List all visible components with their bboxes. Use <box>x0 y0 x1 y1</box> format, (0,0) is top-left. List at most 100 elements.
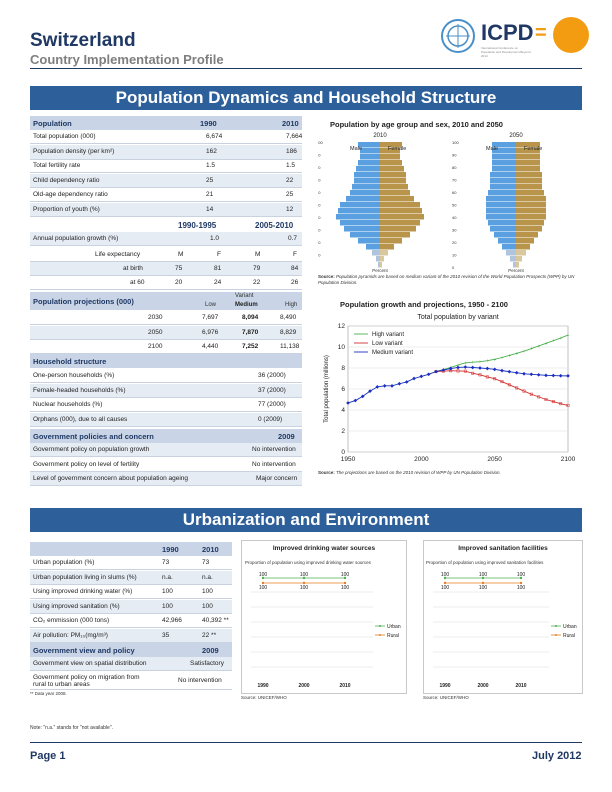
row-2010: 22 <box>286 176 294 184</box>
data-label: 100 <box>441 585 450 591</box>
data-label: 100 <box>259 585 268 591</box>
pyramid-female-bar <box>380 142 402 148</box>
projection-high: 8,490 <box>280 314 297 321</box>
sanitation-chart-box <box>423 540 583 694</box>
pyramid-male-bar <box>488 220 516 226</box>
data-year-footnote: ** Data year 2008. <box>30 691 67 696</box>
data-point <box>470 365 475 370</box>
projection-row: 2100 4,440 7,252 11,138 <box>30 340 302 354</box>
projection-high: 11,138 <box>280 343 300 350</box>
row-2010: 7,664 <box>286 133 303 140</box>
legend-label: Low variant <box>372 341 403 347</box>
pyramid-male-bar <box>506 250 516 256</box>
population-table: Population 1990 2010 Total population (0… <box>30 116 302 486</box>
household-label: One-person households (%) <box>33 372 115 379</box>
data-point <box>426 372 431 377</box>
data-point: + <box>464 361 467 367</box>
pyramid-female-bar <box>516 190 544 196</box>
urban-row: Using improved drinking water (%) 100 10… <box>30 585 232 599</box>
row-1990: 21 <box>206 191 214 198</box>
growth-inner-title: Total population by variant <box>417 314 498 321</box>
x-tick-label: 2000 <box>414 456 429 463</box>
pyramid-male-bar <box>354 172 380 178</box>
data-label: 100 <box>300 572 309 578</box>
data-point <box>566 403 570 407</box>
icpd-logo-equals: = <box>535 22 547 44</box>
household-row: Female-headed households (%) 37 (2000) <box>30 383 302 398</box>
sanitation-chart-subtitle: Proportion of population using improved … <box>426 560 544 565</box>
pyramid-xlabel: Percent <box>372 268 388 273</box>
growth-v2: 0.7 <box>288 235 298 242</box>
data-point <box>507 369 512 374</box>
population-header: Population <box>33 118 72 128</box>
life-m2: M <box>255 251 261 258</box>
pyramid-age-tick: 90 <box>452 153 457 158</box>
pyramid-male-bar <box>490 178 516 184</box>
birth-label: at birth <box>123 265 143 272</box>
page-subtitle: Country Implementation Profile <box>30 52 224 67</box>
x-tick-label: 1990 <box>439 683 450 689</box>
urban-header-1990: 1990 <box>162 544 179 554</box>
birth-c: 79 <box>253 265 261 272</box>
data-point: + <box>471 360 474 366</box>
x-tick-label: 2000 <box>298 683 309 689</box>
pyramid-female-bar <box>380 250 388 256</box>
data-point <box>261 576 265 580</box>
data-point: + <box>530 347 533 353</box>
period-1990-1995: 1990-1995 <box>178 220 217 230</box>
birth-b: 81 <box>214 265 222 272</box>
urban-2010: 100 <box>202 588 213 595</box>
data-label: 100 <box>300 585 309 591</box>
row-1990: 25 <box>206 176 214 184</box>
legend-label: Urban <box>563 624 577 630</box>
urban-1990: 100 <box>162 602 173 610</box>
footer-divider <box>30 742 582 743</box>
series-line <box>435 334 569 373</box>
pyramid-male-bar <box>338 208 380 214</box>
pyramid-female-bar <box>516 202 546 208</box>
pyramid-male-bar <box>378 262 380 268</box>
pyramid-female-bar <box>516 262 519 268</box>
legend-label: Medium variant <box>372 350 413 356</box>
age60-b: 24 <box>214 279 222 286</box>
projection-medium: 7,252 <box>242 343 259 350</box>
x-tick-label: 2050 <box>487 456 502 463</box>
urban-label: Urban population (%) <box>33 559 95 566</box>
pyramid-male-bar <box>336 214 380 220</box>
data-point <box>302 581 306 585</box>
projections-header: Population projections (000) <box>33 296 134 306</box>
data-point <box>529 392 533 396</box>
pyramid-male-bar <box>350 190 380 196</box>
data-point <box>544 398 548 401</box>
age60-d: 26 <box>291 279 299 286</box>
pyramid-female-bar <box>380 190 410 196</box>
urban-1990: 42,966 <box>162 617 182 624</box>
pyramid-age-tick: 30 <box>318 228 321 233</box>
legend-marker <box>379 625 381 627</box>
data-point <box>463 369 467 373</box>
pyramid-male-bar <box>366 244 380 250</box>
pyramid-male-bar <box>490 184 516 190</box>
row-1990: 14 <box>206 205 214 213</box>
age60-label: at 60 <box>130 279 145 286</box>
pyramid-age-tick: 60 <box>318 190 321 195</box>
urban-1990: 100 <box>162 588 173 595</box>
gov-policy-header: Government policies and concern <box>33 431 154 441</box>
projection-medium: 7,870 <box>242 328 259 336</box>
data-point: + <box>515 351 518 357</box>
pyramid-age-tick: 40 <box>318 215 321 220</box>
data-point <box>485 375 489 379</box>
pyramid-age-tick: 10 <box>452 253 457 258</box>
data-label: 100 <box>517 572 526 578</box>
urban-row: Air pollution: PM₁₀(mg/m³) 35 22 ** <box>30 628 232 643</box>
row-1990: 6,674 <box>206 133 223 140</box>
household-label: Nuclear households (%) <box>33 401 103 408</box>
urban-header-2010: 2010 <box>202 544 219 554</box>
projection-year: 2030 <box>148 314 163 321</box>
pyramid-male-bar <box>358 160 380 166</box>
pyramid-age-tick: 60 <box>452 190 457 195</box>
pyramid-female-bar <box>380 208 422 214</box>
pyramid-female-bar <box>380 184 408 190</box>
pyramid-female-bar <box>380 244 394 250</box>
population-row: Old-age dependency ratio 21 25 <box>30 188 302 202</box>
